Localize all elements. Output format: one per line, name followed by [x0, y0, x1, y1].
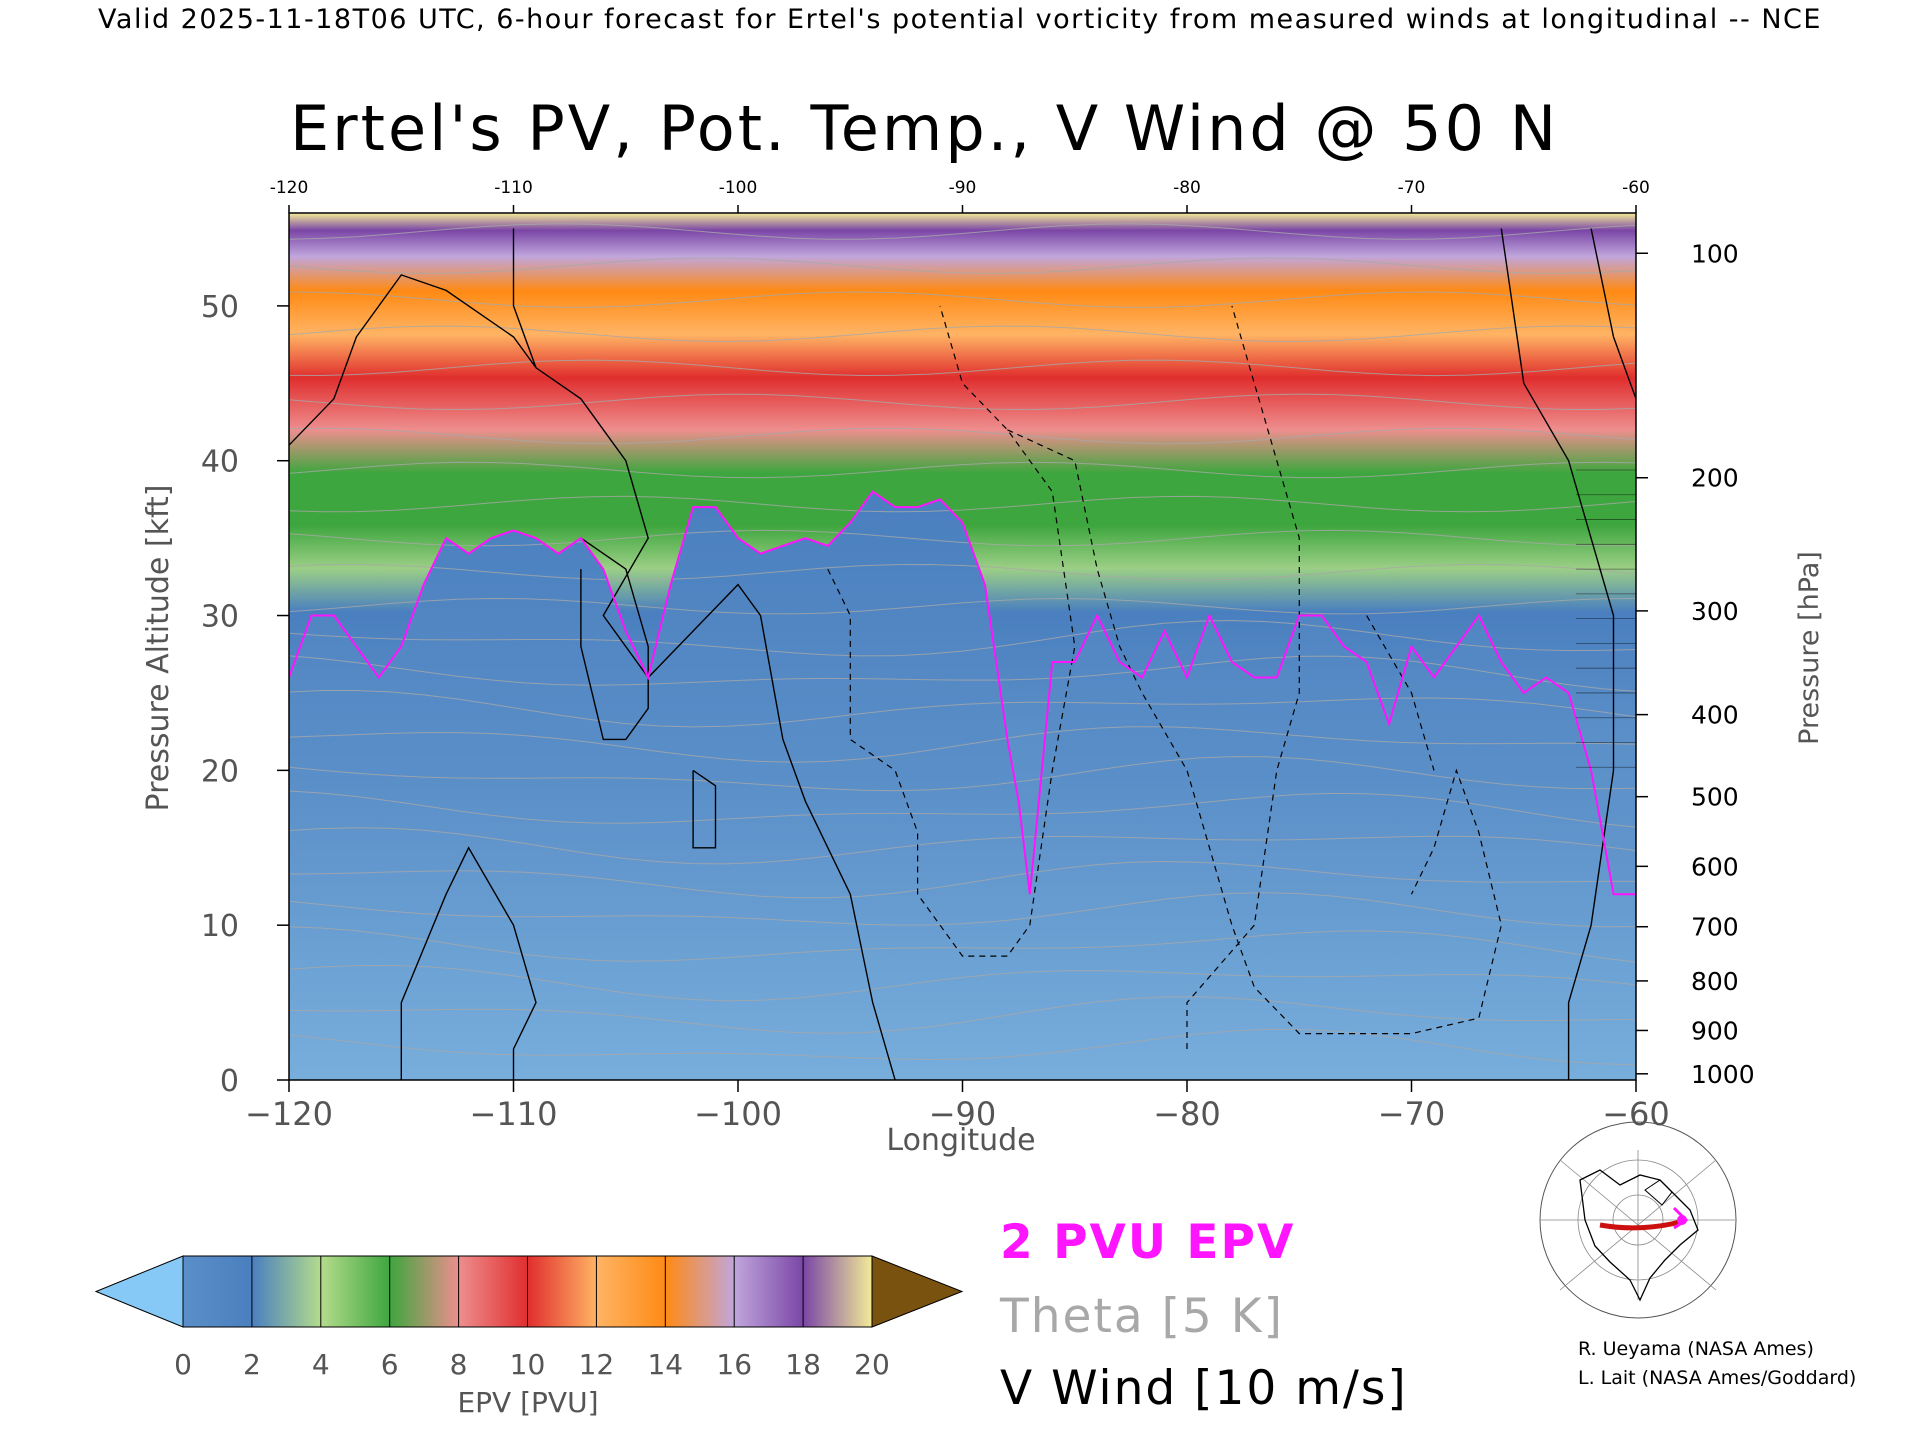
- pressure-tick-label: 100: [1691, 239, 1739, 268]
- colorbar-segment: [389, 1256, 460, 1327]
- theta-isentrope: [289, 690, 1636, 728]
- y-tick-label: 50: [201, 290, 239, 325]
- colorbar-segment: [665, 1256, 735, 1327]
- v-wind-contour-dashed: [1366, 615, 1435, 771]
- theta-isentrope: [289, 892, 1636, 928]
- chart-title: Ertel's PV, Pot. Temp., V Wind @ 50 N: [290, 92, 1560, 165]
- theta-isentrope: [289, 655, 1636, 692]
- theta-isentrope: [289, 619, 1636, 657]
- colorbar-segment: [458, 1256, 528, 1327]
- pressure-axis-label: Pressure [hPa]: [1794, 551, 1825, 745]
- y-axis-label: Pressure Altitude [kft]: [141, 485, 176, 812]
- x-tick-label: −110: [470, 1095, 558, 1133]
- colorbar-tick-label: 14: [647, 1348, 683, 1381]
- y-tick-label: 20: [201, 754, 239, 789]
- theta-isentrope: [289, 926, 1636, 963]
- theta-isentrope: [289, 359, 1636, 377]
- x-top-tick-label: -60: [1622, 178, 1650, 198]
- valid-time-header: Valid 2025-11-18T06 UTC, 6-hour forecast…: [98, 4, 1822, 35]
- pv-2pvu-contour: [289, 490, 1636, 896]
- theta-isentrope: [289, 495, 1636, 513]
- x-tick-label: −60: [1602, 1095, 1670, 1133]
- theta-isentrope: [289, 393, 1636, 411]
- x-top-tick-label: -80: [1173, 178, 1201, 198]
- x-top-tick-label: -120: [270, 178, 309, 198]
- legend-entry: 2 PVU EPV: [1000, 1215, 1295, 1270]
- x-top-tick-label: -100: [719, 178, 758, 198]
- colorbar-segment: [803, 1256, 873, 1327]
- theta-isentrope: [289, 563, 1636, 581]
- y-tick-label: 40: [201, 445, 239, 480]
- theta-isentrope: [289, 726, 1636, 763]
- x-top-tick-label: -90: [949, 178, 977, 198]
- pressure-tick-label: 200: [1691, 464, 1739, 493]
- v-wind-contour: [289, 274, 896, 1080]
- v-wind-contour: [580, 537, 649, 741]
- colorbar-tick-label: 0: [174, 1348, 192, 1381]
- y-tick-label: 10: [201, 909, 239, 944]
- v-wind-contour: [1590, 228, 1636, 400]
- legend-entry: V Wind [10 m/s]: [1000, 1361, 1408, 1416]
- pressure-tick-label: 700: [1691, 913, 1739, 942]
- credit-line-2: L. Lait (NASA Ames/Goddard): [1578, 1367, 1857, 1389]
- credit-line-1: R. Ueyama (NASA Ames): [1578, 1338, 1814, 1360]
- v-wind-contour-dashed: [1007, 429, 1502, 1035]
- colorbar-segment: [527, 1256, 597, 1327]
- colorbar-tick-label: 18: [785, 1348, 821, 1381]
- colorbar-tick-label: 16: [716, 1348, 752, 1381]
- colorbar-segment: [734, 1256, 804, 1327]
- theta-isentrope: [289, 529, 1636, 547]
- pressure-tick-label: 1000: [1691, 1060, 1755, 1089]
- colorbar-segment: [320, 1256, 391, 1327]
- x-axis-label: Longitude: [886, 1123, 1035, 1158]
- pressure-tick-label: 400: [1691, 701, 1739, 730]
- theta-isentrope: [289, 325, 1636, 343]
- theta-isentrope: [289, 964, 1636, 1002]
- theta-isentrope: [289, 827, 1636, 865]
- x-tick-label: −90: [929, 1095, 997, 1133]
- theta-isentrope: [289, 756, 1636, 792]
- colorbar-tick-label: 6: [381, 1348, 399, 1381]
- x-tick-label: −80: [1153, 1095, 1221, 1133]
- colorbar-segment: [596, 1256, 666, 1327]
- theta-isentrope: [289, 461, 1636, 479]
- pressure-tick-label: 600: [1691, 852, 1739, 881]
- colorbar-tick-label: 8: [450, 1348, 468, 1381]
- v-wind-contour-dashed: [1186, 305, 1300, 1049]
- pressure-tick-label: 800: [1691, 967, 1739, 996]
- colorbar-tick-label: 12: [579, 1348, 615, 1381]
- colorbar: 0 2 4 6 8 10 12 14 16 18 20: [94, 1255, 964, 1381]
- theta-isentrope: [289, 427, 1636, 445]
- x-tick-label: −120: [245, 1095, 333, 1133]
- colorbar-tick-label: 20: [854, 1348, 890, 1381]
- x-tick-label: −70: [1378, 1095, 1446, 1133]
- x-tick-label: −100: [694, 1095, 782, 1133]
- x-top-tick-label: -110: [494, 178, 533, 198]
- theta-isentrope: [289, 223, 1636, 240]
- x-top-tick-label: -70: [1398, 178, 1426, 198]
- v-wind-contour: [692, 769, 717, 849]
- colorbar-label: EPV [PVU]: [457, 1386, 598, 1419]
- pressure-tick-label: 900: [1691, 1016, 1739, 1045]
- theta-isentrope: [289, 996, 1636, 1034]
- legend-entry: Theta [5 K]: [999, 1289, 1284, 1344]
- v-wind-contour: [512, 228, 537, 369]
- theta-isentrope: [289, 790, 1636, 828]
- colorbar-under-arrow: [94, 1255, 184, 1328]
- colorbar-segment: [251, 1256, 322, 1327]
- colorbar-tick-label: 4: [312, 1348, 330, 1381]
- colorbar-segment: [183, 1256, 253, 1327]
- y-tick-label: 30: [201, 600, 239, 635]
- inset-location-map: [1539, 1121, 1737, 1319]
- v-wind-contour: [400, 846, 537, 1080]
- colorbar-tick-label: 10: [510, 1348, 546, 1381]
- theta-isentrope: [289, 860, 1636, 899]
- colorbar-over-arrow: [871, 1255, 964, 1328]
- pressure-tick-label: 300: [1691, 597, 1739, 626]
- y-tick-label: 0: [220, 1064, 239, 1099]
- pressure-tick-label: 500: [1691, 783, 1739, 812]
- colorbar-tick-label: 2: [243, 1348, 261, 1381]
- theta-isentrope: [289, 597, 1636, 615]
